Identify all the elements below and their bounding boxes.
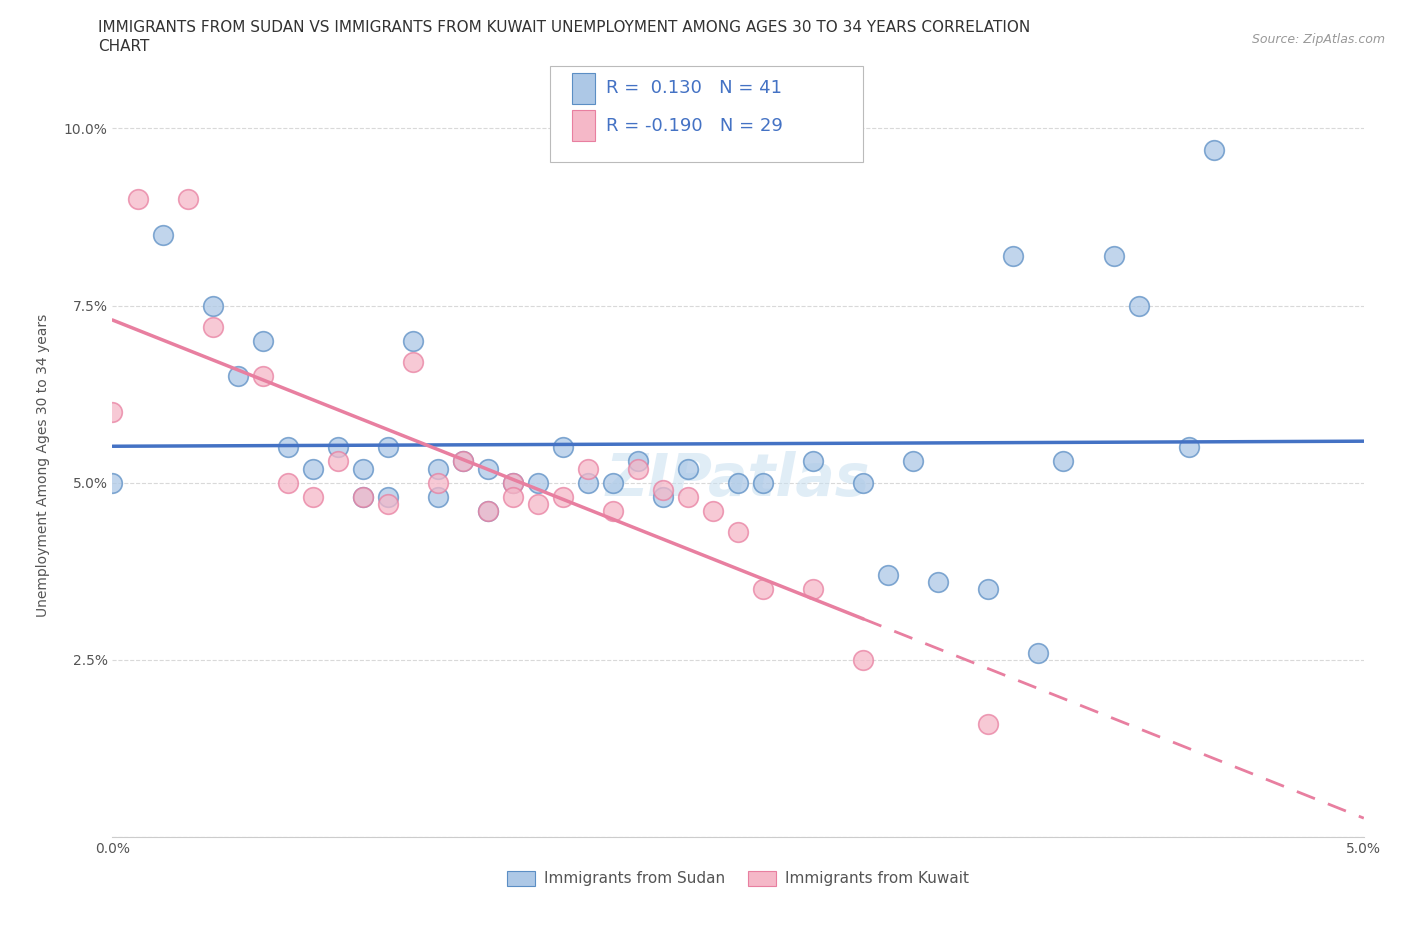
Point [1128, 299, 1150, 313]
Text: Source: ZipAtlas.com: Source: ZipAtlas.com [1251, 33, 1385, 46]
Point [551, 440, 574, 455]
Point [101, 475, 124, 490]
Point [727, 525, 749, 539]
Text: R = -0.190   N = 29: R = -0.190 N = 29 [606, 116, 783, 135]
Point [676, 461, 699, 476]
Legend: Immigrants from Sudan, Immigrants from Kuwait: Immigrants from Sudan, Immigrants from K… [502, 865, 974, 893]
Point [702, 504, 724, 519]
Point [502, 475, 524, 490]
Point [502, 489, 524, 504]
Point [1177, 440, 1199, 455]
Point [201, 299, 224, 313]
Point [377, 489, 399, 504]
Point [176, 192, 198, 206]
Point [652, 483, 675, 498]
Point [1002, 248, 1025, 263]
Point [527, 497, 550, 512]
Point [477, 504, 499, 519]
Point [602, 504, 624, 519]
Text: IMMIGRANTS FROM SUDAN VS IMMIGRANTS FROM KUWAIT UNEMPLOYMENT AMONG AGES 30 TO 34: IMMIGRANTS FROM SUDAN VS IMMIGRANTS FROM… [98, 20, 1031, 35]
Point [927, 575, 949, 590]
Point [1202, 142, 1225, 157]
Point [252, 369, 274, 384]
Point [127, 192, 149, 206]
Point [426, 475, 449, 490]
Point [676, 489, 699, 504]
Point [977, 716, 1000, 731]
Point [1102, 248, 1125, 263]
Point [426, 489, 449, 504]
Point [652, 489, 675, 504]
Point [877, 567, 900, 582]
Point [852, 653, 875, 668]
Point [852, 475, 875, 490]
Point [352, 489, 374, 504]
Point [402, 355, 425, 370]
Y-axis label: Unemployment Among Ages 30 to 34 years: Unemployment Among Ages 30 to 34 years [37, 313, 49, 617]
Point [801, 581, 824, 596]
Point [1028, 645, 1050, 660]
Point [426, 461, 449, 476]
Point [752, 475, 775, 490]
Point [752, 581, 775, 596]
Text: CHART: CHART [98, 39, 150, 54]
Text: ZIPatlas: ZIPatlas [606, 451, 870, 509]
Point [801, 454, 824, 469]
Point [727, 475, 749, 490]
Point [226, 369, 249, 384]
Point [326, 440, 349, 455]
Point [377, 497, 399, 512]
Point [201, 319, 224, 334]
Point [576, 475, 599, 490]
Point [451, 454, 474, 469]
Point [627, 461, 650, 476]
Point [477, 461, 499, 476]
Point [301, 461, 323, 476]
Point [451, 454, 474, 469]
Point [1052, 454, 1074, 469]
Point [352, 489, 374, 504]
Point [477, 504, 499, 519]
Point [502, 475, 524, 490]
Point [527, 475, 550, 490]
Point [627, 454, 650, 469]
Point [101, 405, 124, 419]
Point [402, 334, 425, 349]
Point [326, 454, 349, 469]
Text: R =  0.130   N = 41: R = 0.130 N = 41 [606, 79, 782, 98]
Point [277, 440, 299, 455]
Point [352, 461, 374, 476]
Point [551, 489, 574, 504]
Point [576, 461, 599, 476]
Point [377, 440, 399, 455]
Point [301, 489, 323, 504]
Point [602, 475, 624, 490]
Point [903, 454, 925, 469]
Point [977, 581, 1000, 596]
Point [277, 475, 299, 490]
Point [252, 334, 274, 349]
Point [152, 227, 174, 242]
